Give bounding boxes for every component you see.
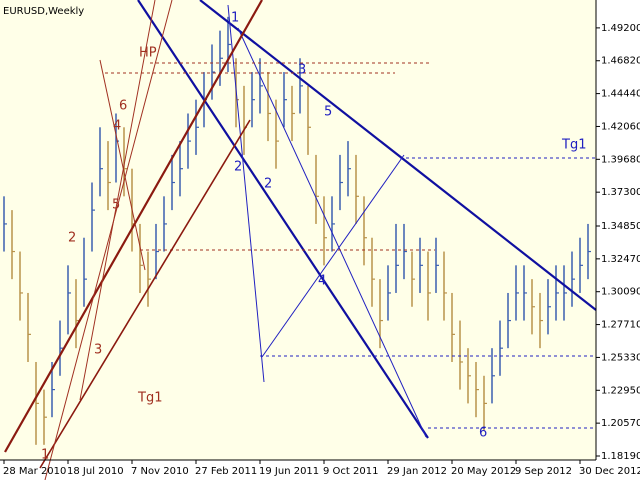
y-tick-label: 1.37300 [601,187,640,198]
wave-label: 5 [112,198,120,213]
y-tick-label: 1.30090 [601,287,640,298]
y-tick-label: 1.27710 [601,320,640,331]
trend-lines [4,0,597,480]
trend-line [227,4,265,383]
x-tick-label: 28 Mar 2010 [3,466,66,477]
wave-label: 3 [94,343,102,358]
level-label: HP [139,46,157,61]
y-tick-label: 1.18190 [601,451,640,462]
x-tick-label: 20 May 2012 [451,466,516,477]
price-bars [3,16,591,445]
trend-line [137,0,429,439]
wave-label: 2 [234,160,242,175]
trend-line [39,119,251,469]
y-tick-label: 1.49200 [601,23,640,34]
x-tick-label: 9 Oct 2011 [323,466,378,477]
wave-label: 1 [41,448,49,463]
trend-line [79,0,156,401]
wave-label: 4 [318,274,326,289]
wave-label: 6 [119,99,127,114]
x-tick-label: 27 Feb 2011 [195,466,257,477]
y-tick-label: 1.44440 [601,89,640,100]
y-tick-label: 1.46820 [601,56,640,67]
x-tick-label: 29 Jan 2012 [387,466,447,477]
wave-label: 2 [264,177,272,192]
x-tick-label: 7 Nov 2010 [131,466,189,477]
wave-label: 3 [298,63,306,78]
x-tick-label: 19 Jun 2011 [259,466,319,477]
y-tick-label: 1.42060 [601,121,640,132]
wave-labels: 1 2 2 3 4 5 6 Tg1 HP 6 4 5 2 3 1 Tg1 [41,11,586,463]
trend-line [261,154,405,358]
trend-line [237,27,427,438]
y-tick-label: 1.20570 [601,418,640,429]
wave-label: 5 [324,105,332,120]
y-tick-label: 1.32470 [601,254,640,265]
x-tick-label: 9 Sep 2012 [515,466,572,477]
x-tick-label: 30 Dec 2012 [579,466,640,477]
trend-line [199,0,597,311]
wave-label: 2 [68,231,76,246]
chart-title: EURUSD,Weekly [3,6,84,17]
wave-label: 4 [113,119,121,134]
x-tick-label: 18 Jul 2010 [67,466,124,477]
trend-line [44,0,173,480]
y-tick-label: 1.22950 [601,385,640,396]
y-tick-label: 1.39680 [601,154,640,165]
target-label: Tg1 [137,391,162,406]
trend-line [4,0,263,453]
target-label: Tg1 [561,138,586,153]
wave-label: 1 [231,11,239,26]
y-tick-label: 1.25330 [601,352,640,363]
trend-line [99,59,146,271]
wave-label: 6 [479,426,487,441]
y-tick-label: 1.34850 [601,221,640,232]
